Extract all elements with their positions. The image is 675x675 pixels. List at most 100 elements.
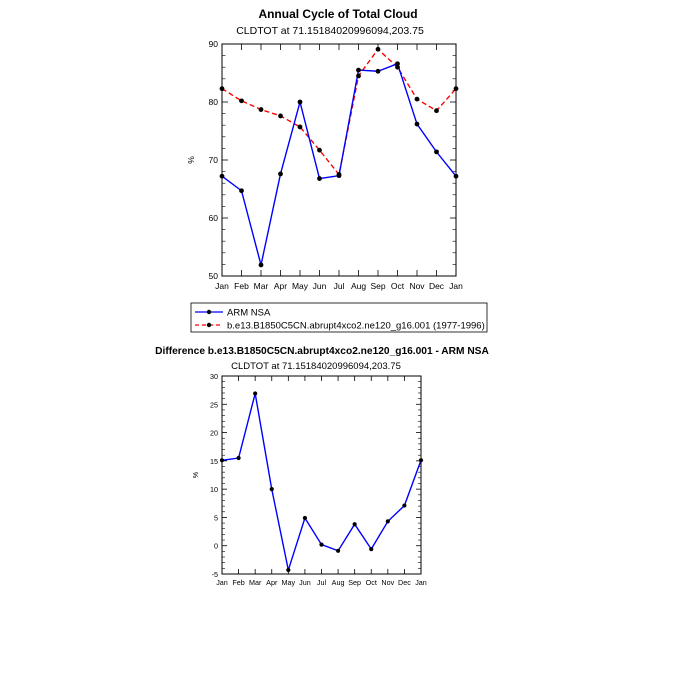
x-tick-label: Jul xyxy=(317,578,327,587)
data-point xyxy=(286,567,291,573)
chart1-markers xyxy=(219,46,459,268)
x-tick-label: May xyxy=(292,281,309,291)
x-tick-label: Dec xyxy=(429,281,445,291)
chart2-subtitle: CLDTOT at 71.15184020996094,203.75 xyxy=(231,361,401,372)
data-point xyxy=(335,548,341,553)
data-point xyxy=(385,519,390,524)
chart1-subtitle: CLDTOT at 71.15184020996094,203.75 xyxy=(236,25,424,37)
data-point xyxy=(219,173,225,179)
x-tick-label: Apr xyxy=(274,281,287,291)
data-point xyxy=(297,124,303,130)
x-tick-label: Mar xyxy=(254,281,269,291)
data-point xyxy=(375,46,381,52)
chart1-axis-ticks: Jan Feb Mar Apr May Jun Jul Aug Sep Oct Nov Dec Jan5… xyxy=(209,39,464,291)
data-point xyxy=(258,107,264,112)
data-point xyxy=(402,503,407,508)
x-tick-label: Nov xyxy=(381,578,394,587)
y-tick-label: 90 xyxy=(209,39,219,49)
data-point xyxy=(356,73,361,79)
data-point xyxy=(418,458,424,463)
x-tick-label: Jan xyxy=(215,281,229,291)
data-point xyxy=(317,176,322,181)
y-tick-label: 80 xyxy=(209,97,219,107)
data-point xyxy=(253,391,258,396)
y-tick-label: 15 xyxy=(210,457,218,466)
x-tick-label: Sep xyxy=(370,281,385,291)
y-tick-label: -5 xyxy=(212,570,218,579)
data-point xyxy=(453,173,459,179)
x-tick-label: Feb xyxy=(234,281,249,291)
x-tick-label: Jan xyxy=(415,578,427,587)
chart2-title: Difference b.e13.B1850C5CN.abrupt4xco2.n… xyxy=(155,346,489,357)
chart1-legend: ARM NSA b.e13.B1850C5CN.abrupt4xco2.ne12… xyxy=(190,302,488,333)
annual-cycle-chart: Annual Cycle of Total Cloud CLDTOT at 71… xyxy=(186,7,463,291)
series-line-0 xyxy=(221,62,457,266)
legend-marker-model xyxy=(206,322,212,328)
chart2-y-axis-label: % xyxy=(191,471,200,478)
data-point xyxy=(434,149,439,155)
chart1-title: Annual Cycle of Total Cloud xyxy=(258,7,417,21)
x-tick-label: Oct xyxy=(366,578,377,587)
data-point xyxy=(352,522,357,527)
data-point xyxy=(219,86,225,92)
x-tick-label: Dec xyxy=(398,578,411,587)
data-point xyxy=(414,121,420,127)
data-point xyxy=(278,171,283,177)
y-tick-label: 10 xyxy=(210,485,218,494)
data-point xyxy=(239,98,244,104)
data-point xyxy=(302,515,308,521)
x-tick-label: May xyxy=(282,578,296,587)
chart1-plot-frame xyxy=(221,43,457,277)
x-tick-label: Apr xyxy=(266,578,278,587)
data-point xyxy=(258,262,264,268)
y-tick-label: 5 xyxy=(214,513,218,522)
y-tick-label: 30 xyxy=(210,372,218,381)
x-tick-label: Jun xyxy=(299,578,311,587)
legend-label-arm-nsa: ARM NSA xyxy=(227,308,271,319)
chart2-markers xyxy=(219,391,424,573)
data-point xyxy=(236,455,241,461)
x-tick-label: Mar xyxy=(249,578,262,587)
x-tick-label: Jan xyxy=(449,281,463,291)
x-tick-label: Nov xyxy=(409,281,425,291)
x-tick-label: Oct xyxy=(391,281,405,291)
x-tick-label: Jun xyxy=(313,281,327,291)
legend-label-model: b.e13.B1850C5CN.abrupt4xco2.ne120_g16.00… xyxy=(227,321,485,332)
y-tick-label: 70 xyxy=(209,155,219,165)
x-tick-label: Jan xyxy=(216,578,228,587)
y-tick-label: 0 xyxy=(214,542,218,551)
x-tick-label: Jul xyxy=(334,281,345,291)
series-line-1 xyxy=(221,48,457,177)
data-point xyxy=(414,96,420,102)
data-point xyxy=(356,67,361,73)
data-point xyxy=(319,542,324,547)
y-tick-label: 50 xyxy=(209,271,219,281)
data-point xyxy=(269,487,274,492)
data-point xyxy=(453,86,459,92)
x-tick-label: Aug xyxy=(332,578,345,587)
data-point xyxy=(297,99,303,105)
data-point xyxy=(317,147,322,153)
data-point xyxy=(395,64,400,70)
data-point xyxy=(395,61,400,67)
data-point xyxy=(219,458,225,463)
x-tick-label: Feb xyxy=(232,578,244,587)
data-point xyxy=(336,173,342,179)
data-point xyxy=(434,108,439,114)
chart2-axis-ticks: Jan Feb Mar Apr May Jun Jul Aug Sep Oct Nov Dec Jan-… xyxy=(210,372,427,587)
x-tick-label: Aug xyxy=(351,281,366,291)
y-tick-label: 25 xyxy=(210,400,218,409)
data-point xyxy=(239,188,244,194)
data-point xyxy=(278,113,283,119)
difference-chart: Difference b.e13.B1850C5CN.abrupt4xco2.n… xyxy=(155,346,489,587)
data-point xyxy=(369,547,374,552)
y-tick-label: 60 xyxy=(209,213,219,223)
x-tick-label: Sep xyxy=(348,578,361,587)
data-point xyxy=(375,68,381,74)
chart1-series-lines xyxy=(221,48,457,266)
legend-box xyxy=(190,302,488,333)
y-tick-label: 20 xyxy=(210,429,218,438)
legend-marker-arm-nsa xyxy=(206,309,212,315)
chart1-y-axis-label: % xyxy=(186,156,196,164)
